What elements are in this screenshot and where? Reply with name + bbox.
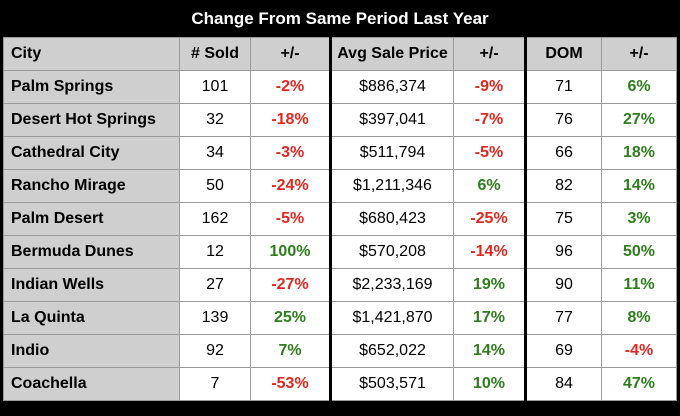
cell-city: Palm Desert xyxy=(3,202,180,236)
cell-price-change: -25% xyxy=(453,202,526,236)
table-title: Change From Same Period Last Year xyxy=(191,9,489,28)
cell-price-change: -14% xyxy=(453,235,526,269)
cell-dom: 82 xyxy=(524,169,602,203)
cell-sold-change: -24% xyxy=(250,169,331,203)
cell-city: Bermuda Dunes xyxy=(3,235,180,269)
cell-dom: 84 xyxy=(524,367,602,401)
cell-sold-change: 7% xyxy=(250,334,331,368)
cell-avg-sale-price: $397,041 xyxy=(329,103,454,137)
header-dom-change: +/- xyxy=(601,37,677,71)
cell-dom-change: 27% xyxy=(601,103,677,137)
cell-sold: 101 xyxy=(179,70,251,104)
cell-city: La Quinta xyxy=(3,301,180,335)
cell-dom-change: 11% xyxy=(601,268,677,302)
cell-avg-sale-price: $570,208 xyxy=(329,235,454,269)
cell-dom-change: 50% xyxy=(601,235,677,269)
cell-sold-change: -27% xyxy=(250,268,331,302)
header-price-change: +/- xyxy=(453,37,526,71)
cell-price-change: -5% xyxy=(453,136,526,170)
cell-price-change: 19% xyxy=(453,268,526,302)
cell-avg-sale-price: $503,571 xyxy=(329,367,454,401)
cell-avg-sale-price: $2,233,169 xyxy=(329,268,454,302)
cell-dom-change: 3% xyxy=(601,202,677,236)
cell-avg-sale-price: $511,794 xyxy=(329,136,454,170)
cell-sold-change: -5% xyxy=(250,202,331,236)
table-row: Palm Desert 162 -5% $680,423 -25% 75 3% xyxy=(3,202,677,236)
table-row: Desert Hot Springs 32 -18% $397,041 -7% 76 27% xyxy=(3,103,677,137)
cell-city: Indio xyxy=(3,334,180,368)
table-body: Palm Springs 101 -2% $886,374 -9% 71 6% Desert … xyxy=(3,70,677,401)
cell-sold: 27 xyxy=(179,268,251,302)
cell-sold-change: 25% xyxy=(250,301,331,335)
cell-sold: 50 xyxy=(179,169,251,203)
cell-avg-sale-price: $886,374 xyxy=(329,70,454,104)
cell-sold: 34 xyxy=(179,136,251,170)
cell-city: Cathedral City xyxy=(3,136,180,170)
cell-avg-sale-price: $680,423 xyxy=(329,202,454,236)
cell-price-change: 6% xyxy=(453,169,526,203)
cell-dom: 71 xyxy=(524,70,602,104)
cell-sold-change: 100% xyxy=(250,235,331,269)
cell-price-change: 14% xyxy=(453,334,526,368)
cell-sold: 32 xyxy=(179,103,251,137)
header-dom: DOM xyxy=(524,37,602,71)
header-city: City xyxy=(3,37,180,71)
header-row: City # Sold +/- Avg Sale Price +/- DOM +… xyxy=(3,37,677,71)
table-row: Bermuda Dunes 12 100% $570,208 -14% 96 50% xyxy=(3,235,677,269)
cell-price-change: -9% xyxy=(453,70,526,104)
cell-dom: 90 xyxy=(524,268,602,302)
cell-dom: 75 xyxy=(524,202,602,236)
header-avg-sale-price: Avg Sale Price xyxy=(329,37,454,71)
cell-dom-change: 6% xyxy=(601,70,677,104)
cell-sold-change: -53% xyxy=(250,367,331,401)
cell-dom: 69 xyxy=(524,334,602,368)
table-row: Indian Wells 27 -27% $2,233,169 19% 90 11% xyxy=(3,268,677,302)
header-sold: # Sold xyxy=(179,37,251,71)
table-row: Rancho Mirage 50 -24% $1,211,346 6% 82 14% xyxy=(3,169,677,203)
cell-dom-change: -4% xyxy=(601,334,677,368)
cell-dom-change: 47% xyxy=(601,367,677,401)
cell-sold-change: -2% xyxy=(250,70,331,104)
cell-dom-change: 14% xyxy=(601,169,677,203)
cell-dom: 96 xyxy=(524,235,602,269)
market-stats-table: City # Sold +/- Avg Sale Price +/- DOM +… xyxy=(3,37,677,401)
cell-sold: 92 xyxy=(179,334,251,368)
table-row: La Quinta 139 25% $1,421,870 17% 77 8% xyxy=(3,301,677,335)
table-row: Coachella 7 -53% $503,571 10% 84 47% xyxy=(3,367,677,401)
cell-sold: 162 xyxy=(179,202,251,236)
table-row: Cathedral City 34 -3% $511,794 -5% 66 18% xyxy=(3,136,677,170)
cell-city: Coachella xyxy=(3,367,180,401)
cell-avg-sale-price: $652,022 xyxy=(329,334,454,368)
cell-sold-change: -3% xyxy=(250,136,331,170)
cell-dom-change: 18% xyxy=(601,136,677,170)
cell-dom: 77 xyxy=(524,301,602,335)
table-row: Palm Springs 101 -2% $886,374 -9% 71 6% xyxy=(3,70,677,104)
cell-city: Desert Hot Springs xyxy=(3,103,180,137)
cell-avg-sale-price: $1,421,870 xyxy=(329,301,454,335)
table-row: Indio 92 7% $652,022 14% 69 -4% xyxy=(3,334,677,368)
header-sold-change: +/- xyxy=(250,37,331,71)
cell-sold: 139 xyxy=(179,301,251,335)
cell-price-change: 10% xyxy=(453,367,526,401)
cell-dom-change: 8% xyxy=(601,301,677,335)
cell-city: Indian Wells xyxy=(3,268,180,302)
cell-price-change: -7% xyxy=(453,103,526,137)
cell-sold: 12 xyxy=(179,235,251,269)
cell-sold: 7 xyxy=(179,367,251,401)
cell-sold-change: -18% xyxy=(250,103,331,137)
cell-dom: 76 xyxy=(524,103,602,137)
cell-city: Rancho Mirage xyxy=(3,169,180,203)
cell-price-change: 17% xyxy=(453,301,526,335)
cell-dom: 66 xyxy=(524,136,602,170)
cell-city: Palm Springs xyxy=(3,70,180,104)
cell-avg-sale-price: $1,211,346 xyxy=(329,169,454,203)
